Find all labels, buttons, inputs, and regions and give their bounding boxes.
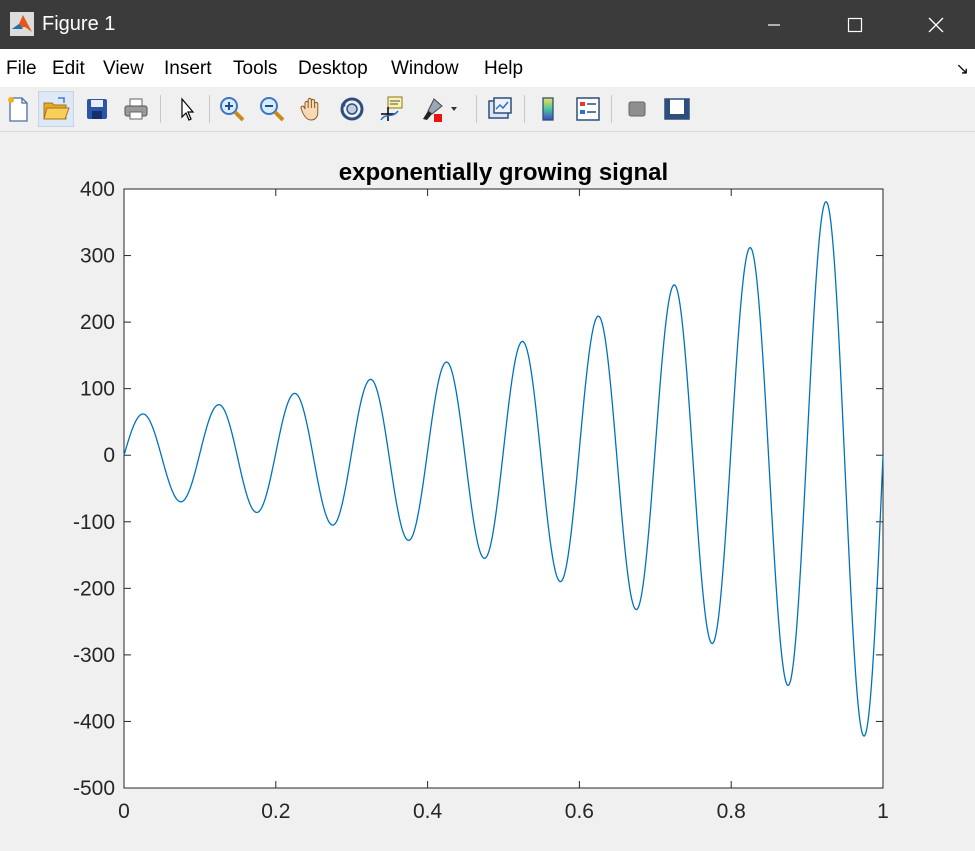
close-icon bbox=[928, 17, 944, 32]
axes-box bbox=[123, 188, 884, 789]
hide-plot-tools-button[interactable] bbox=[619, 91, 655, 127]
dock-arrow-icon[interactable]: ↘ bbox=[955, 61, 969, 78]
line-chart[interactable]: exponentially growing signal 0 0.2 0.4 0.6 0.… bbox=[0, 132, 975, 846]
y-tick-label: -300 bbox=[73, 644, 115, 667]
y-tick-label: 200 bbox=[80, 311, 115, 334]
data-cursor-icon bbox=[380, 96, 403, 121]
menu-help[interactable]: Help bbox=[484, 58, 524, 79]
toolbar-separator bbox=[209, 95, 210, 123]
data-cursor-button[interactable] bbox=[374, 91, 410, 127]
y-tick-label: 100 bbox=[80, 378, 115, 401]
menu-tools[interactable]: Tools bbox=[233, 58, 278, 79]
hide-plot-tools-icon bbox=[628, 101, 646, 117]
show-plot-tools-icon bbox=[664, 98, 690, 120]
matlab-logo-icon bbox=[10, 12, 34, 36]
y-tick-label: -100 bbox=[73, 511, 115, 534]
menu-window[interactable]: Window bbox=[391, 58, 459, 79]
pointer-arrow-icon bbox=[181, 97, 195, 121]
close-button[interactable] bbox=[909, 0, 963, 49]
rotate-3d-icon bbox=[340, 97, 364, 121]
menu-desktop[interactable]: Desktop bbox=[298, 58, 368, 79]
legend-icon bbox=[576, 97, 600, 121]
toolbar-separator bbox=[524, 95, 525, 123]
maximize-button[interactable] bbox=[828, 0, 882, 49]
insert-colorbar-button[interactable] bbox=[530, 91, 566, 127]
toolbar-separator bbox=[476, 95, 477, 123]
menu-insert[interactable]: Insert bbox=[164, 58, 212, 79]
figure-toolbar bbox=[0, 87, 975, 132]
menu-view[interactable]: View bbox=[103, 58, 144, 79]
brush-button[interactable] bbox=[416, 91, 460, 127]
x-tick-label: 0.2 bbox=[261, 800, 290, 823]
x-tick-label: 0.8 bbox=[717, 800, 746, 823]
menu-edit[interactable]: Edit bbox=[52, 58, 85, 79]
zoom-out-icon bbox=[260, 97, 285, 122]
maximize-icon bbox=[847, 17, 863, 32]
zoom-in-icon bbox=[220, 97, 245, 122]
minimize-button[interactable] bbox=[747, 0, 801, 49]
y-tick-label: 300 bbox=[80, 245, 115, 268]
colorbar-icon bbox=[542, 97, 554, 121]
y-tick-label: -400 bbox=[73, 710, 115, 733]
y-tick-label: -200 bbox=[73, 577, 115, 600]
print-button[interactable] bbox=[118, 91, 154, 127]
save-button[interactable] bbox=[79, 91, 115, 127]
insert-legend-button[interactable] bbox=[570, 91, 606, 127]
hand-pan-icon bbox=[300, 97, 319, 121]
figure-canvas: exponentially growing signal 0 0.2 0.4 0.6 0.… bbox=[0, 132, 975, 846]
window-title: Figure 1 bbox=[42, 13, 116, 35]
printer-icon bbox=[124, 98, 148, 120]
chart-title: exponentially growing signal bbox=[339, 159, 668, 186]
x-tick-label: 1 bbox=[877, 800, 889, 823]
y-tick-label: 400 bbox=[80, 178, 115, 201]
open-file-button[interactable] bbox=[38, 91, 74, 127]
edit-plot-button[interactable] bbox=[168, 91, 204, 127]
zoom-out-button[interactable] bbox=[254, 91, 290, 127]
series-line-0 bbox=[123, 201, 884, 737]
menu-bar: File Edit View Insert Tools Desktop Wind… bbox=[0, 49, 975, 87]
minimize-icon bbox=[768, 23, 780, 26]
brush-icon bbox=[423, 98, 457, 122]
y-tick-label: 0 bbox=[103, 444, 115, 467]
pan-button[interactable] bbox=[294, 91, 330, 127]
x-tick-label: 0.6 bbox=[565, 800, 594, 823]
x-tick-label: 0 bbox=[118, 800, 130, 823]
link-plot-button[interactable] bbox=[482, 91, 518, 127]
y-tick-label: -500 bbox=[73, 777, 115, 800]
open-folder-icon bbox=[43, 97, 70, 120]
toolbar-separator bbox=[611, 95, 612, 123]
save-icon bbox=[87, 99, 107, 119]
rotate-3d-button[interactable] bbox=[334, 91, 370, 127]
toolbar-separator bbox=[160, 95, 161, 123]
new-figure-button[interactable] bbox=[0, 91, 36, 127]
zoom-in-button[interactable] bbox=[214, 91, 250, 127]
new-figure-icon bbox=[8, 97, 28, 122]
show-plot-tools-button[interactable] bbox=[659, 91, 695, 127]
x-tick-label: 0.4 bbox=[413, 800, 443, 823]
link-plot-icon bbox=[488, 97, 512, 119]
menu-file[interactable]: File bbox=[6, 58, 37, 79]
title-bar: Figure 1 bbox=[0, 0, 975, 49]
